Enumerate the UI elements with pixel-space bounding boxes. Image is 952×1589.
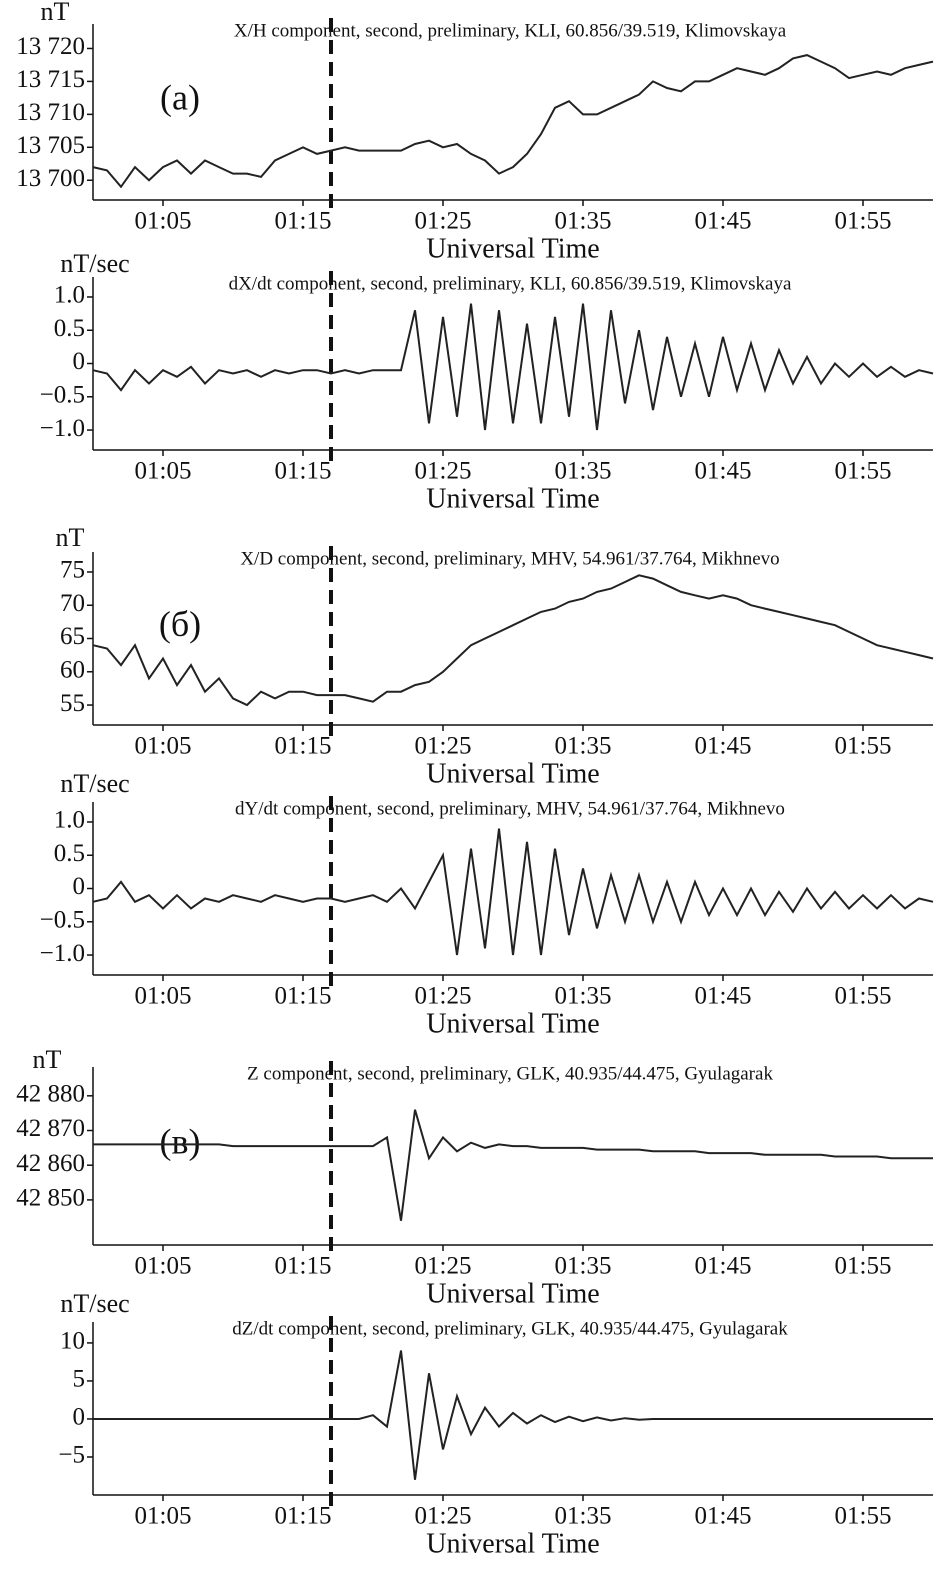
- y-tick-label: −0.5: [40, 382, 85, 409]
- x-tick-label: 01:25: [415, 208, 472, 235]
- x-tick-label: 01:55: [835, 983, 892, 1010]
- x-tick-label: 01:45: [695, 1503, 752, 1530]
- y-tick-label: 0: [73, 1404, 86, 1431]
- panel-label: (б): [159, 604, 201, 644]
- y-tick-label: −0.5: [40, 907, 85, 934]
- x-tick-label: 01:35: [555, 1253, 612, 1280]
- y-tick-label: 13 715: [16, 66, 85, 93]
- x-tick-label: 01:15: [275, 208, 332, 235]
- x-tick-label: 01:05: [135, 1503, 192, 1530]
- x-tick-label: 01:05: [135, 458, 192, 485]
- x-tick-label: 01:15: [275, 983, 332, 1010]
- x-tick-label: 01:15: [275, 1253, 332, 1280]
- x-tick-label: 01:55: [835, 733, 892, 760]
- x-axis-label: Universal Time: [426, 1528, 599, 1559]
- x-axis-label: Universal Time: [426, 483, 599, 514]
- y-tick-label: 0: [73, 348, 86, 375]
- chart-title: X/H component, second, preliminary, KLI,…: [234, 20, 787, 41]
- x-tick-label: 01:35: [555, 733, 612, 760]
- y-axis-label: nT/sec: [60, 769, 129, 798]
- y-tick-label: 0: [73, 873, 86, 900]
- x-tick-label: 01:25: [415, 458, 472, 485]
- y-tick-label: 13 710: [16, 99, 85, 126]
- y-tick-label: 13 720: [16, 33, 85, 60]
- y-tick-label: 70: [60, 590, 85, 617]
- x-tick-label: 01:55: [835, 458, 892, 485]
- y-tick-label: 65: [60, 623, 85, 650]
- data-line: [92, 303, 934, 431]
- chart-title: dX/dt component, second, preliminary, KL…: [229, 273, 792, 294]
- x-axis-label: Universal Time: [426, 1278, 599, 1309]
- data-line: [93, 1350, 933, 1480]
- x-tick-label: 01:25: [415, 983, 472, 1010]
- x-tick-label: 01:55: [835, 1503, 892, 1530]
- y-tick-label: 42 850: [16, 1185, 85, 1212]
- x-tick-label: 01:55: [835, 208, 892, 235]
- x-tick-label: 01:05: [135, 733, 192, 760]
- x-tick-label: 01:25: [415, 733, 472, 760]
- panel-label: (в): [160, 1121, 201, 1161]
- data-line: [93, 1109, 933, 1221]
- x-tick-label: 01:45: [695, 733, 752, 760]
- x-tick-label: 01:25: [415, 1253, 472, 1280]
- y-tick-label: 1.0: [54, 282, 85, 309]
- y-tick-label: 42 870: [16, 1115, 85, 1142]
- data-line: [92, 828, 934, 956]
- y-tick-label: 0.5: [54, 315, 85, 342]
- x-tick-label: 01:45: [695, 458, 752, 485]
- y-axis-label: nT: [56, 523, 85, 552]
- x-tick-label: 01:15: [275, 1503, 332, 1530]
- y-tick-label: 0.5: [54, 840, 85, 867]
- x-tick-label: 01:35: [555, 983, 612, 1010]
- x-tick-label: 01:35: [555, 208, 612, 235]
- y-tick-label: 13 700: [16, 165, 85, 192]
- x-tick-label: 01:55: [835, 1253, 892, 1280]
- y-tick-label: −5: [58, 1442, 85, 1469]
- data-line: [92, 574, 934, 707]
- y-tick-label: 60: [60, 657, 85, 684]
- x-tick-label: 01:25: [415, 1503, 472, 1530]
- chart-title: Z component, second, preliminary, GLK, 4…: [247, 1063, 773, 1084]
- y-tick-label: 5: [73, 1366, 86, 1393]
- x-tick-label: 01:35: [555, 1503, 612, 1530]
- y-tick-label: −1.0: [40, 415, 85, 442]
- data-line: [92, 54, 934, 189]
- chart-title: X/D component, second, preliminary, MHV,…: [240, 548, 779, 569]
- x-tick-label: 01:15: [275, 458, 332, 485]
- chart-title: dZ/dt component, second, preliminary, GL…: [232, 1318, 788, 1339]
- chart-title: dY/dt component, second, preliminary, MH…: [235, 798, 785, 819]
- y-axis-label: nT/sec: [60, 249, 129, 278]
- x-tick-label: 01:05: [135, 1253, 192, 1280]
- y-tick-label: −1.0: [40, 940, 85, 967]
- y-tick-label: 55: [60, 690, 85, 717]
- y-axis-label: nT: [41, 0, 70, 26]
- x-tick-label: 01:45: [695, 983, 752, 1010]
- y-tick-label: 10: [60, 1328, 85, 1355]
- y-tick-label: 42 880: [16, 1081, 85, 1108]
- x-axis-label: Universal Time: [426, 1008, 599, 1039]
- y-axis-label: nT: [33, 1045, 62, 1074]
- x-axis-label: Universal Time: [426, 758, 599, 789]
- x-tick-label: 01:05: [135, 208, 192, 235]
- y-tick-label: 1.0: [54, 807, 85, 834]
- x-tick-label: 01:05: [135, 983, 192, 1010]
- x-tick-label: 01:15: [275, 733, 332, 760]
- x-axis-label: Universal Time: [426, 233, 599, 264]
- y-tick-label: 13 705: [16, 132, 85, 159]
- y-axis-label: nT/sec: [60, 1289, 129, 1318]
- panel-label: (a): [160, 77, 200, 117]
- y-tick-label: 42 860: [16, 1150, 85, 1177]
- x-tick-label: 01:45: [695, 208, 752, 235]
- x-tick-label: 01:35: [555, 458, 612, 485]
- x-tick-label: 01:45: [695, 1253, 752, 1280]
- y-tick-label: 75: [60, 557, 85, 584]
